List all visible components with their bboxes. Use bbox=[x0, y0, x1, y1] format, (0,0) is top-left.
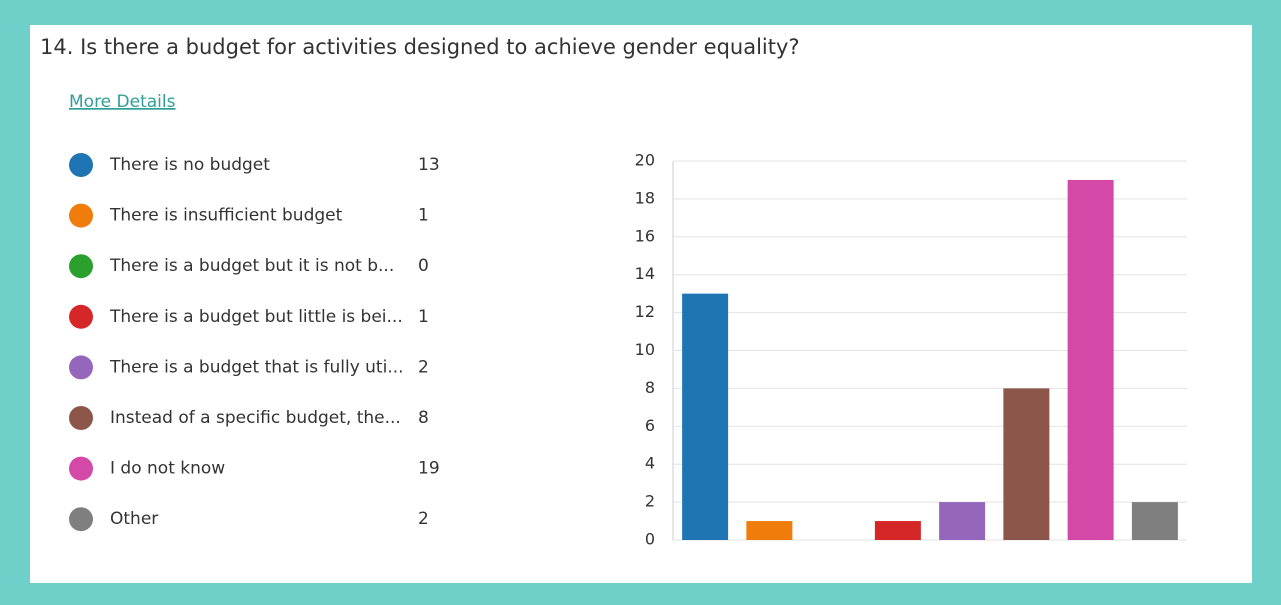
y-tick-label: 10 bbox=[635, 340, 655, 359]
legend-swatch bbox=[69, 355, 93, 380]
legend-swatch bbox=[69, 304, 93, 329]
bar bbox=[939, 502, 986, 540]
y-tick-label: 2 bbox=[645, 492, 655, 511]
legend-swatch bbox=[69, 406, 93, 430]
legend-count: 0 bbox=[418, 256, 429, 276]
y-tick-label: 0 bbox=[645, 530, 655, 549]
bar bbox=[874, 521, 921, 540]
legend-label: I do not know bbox=[110, 459, 225, 479]
legend-label: There is a budget but little is bei... bbox=[109, 307, 403, 327]
legend-count: 1 bbox=[418, 307, 429, 327]
legend-count: 19 bbox=[418, 459, 440, 479]
bar bbox=[1003, 388, 1050, 540]
bar bbox=[746, 521, 793, 540]
legend-swatch bbox=[69, 153, 93, 177]
legend-label: There is a budget but it is not b... bbox=[109, 256, 394, 276]
legend-label: There is insufficient budget bbox=[109, 206, 343, 226]
more-details-link[interactable]: More Details bbox=[69, 92, 176, 112]
legend-count: 2 bbox=[418, 509, 429, 529]
bar bbox=[682, 293, 729, 540]
legend-swatch bbox=[69, 254, 93, 279]
legend-swatch bbox=[69, 203, 93, 228]
legend-label: There is a budget that is fully uti... bbox=[109, 357, 404, 377]
y-tick-label: 20 bbox=[635, 151, 655, 170]
bar bbox=[1067, 179, 1114, 540]
y-tick-label: 18 bbox=[635, 188, 655, 207]
y-tick-label: 8 bbox=[645, 378, 655, 397]
y-tick-label: 4 bbox=[645, 454, 655, 473]
legend-count: 1 bbox=[418, 206, 429, 226]
y-tick-label: 12 bbox=[635, 302, 655, 321]
y-tick-label: 14 bbox=[635, 264, 655, 283]
y-tick-label: 16 bbox=[635, 226, 655, 245]
legend-count: 13 bbox=[418, 155, 440, 175]
legend-label: There is no budget bbox=[109, 155, 270, 175]
chart-title: 14. Is there a budget for activities des… bbox=[40, 35, 800, 59]
legend-label: Other bbox=[110, 509, 158, 529]
legend-count: 2 bbox=[418, 357, 429, 377]
legend-label: Instead of a specific budget, the... bbox=[110, 408, 401, 428]
legend-count: 8 bbox=[418, 408, 429, 428]
legend-swatch bbox=[69, 456, 93, 481]
y-tick-label: 6 bbox=[645, 416, 655, 435]
bar bbox=[1131, 502, 1178, 540]
legend-swatch bbox=[69, 507, 93, 532]
